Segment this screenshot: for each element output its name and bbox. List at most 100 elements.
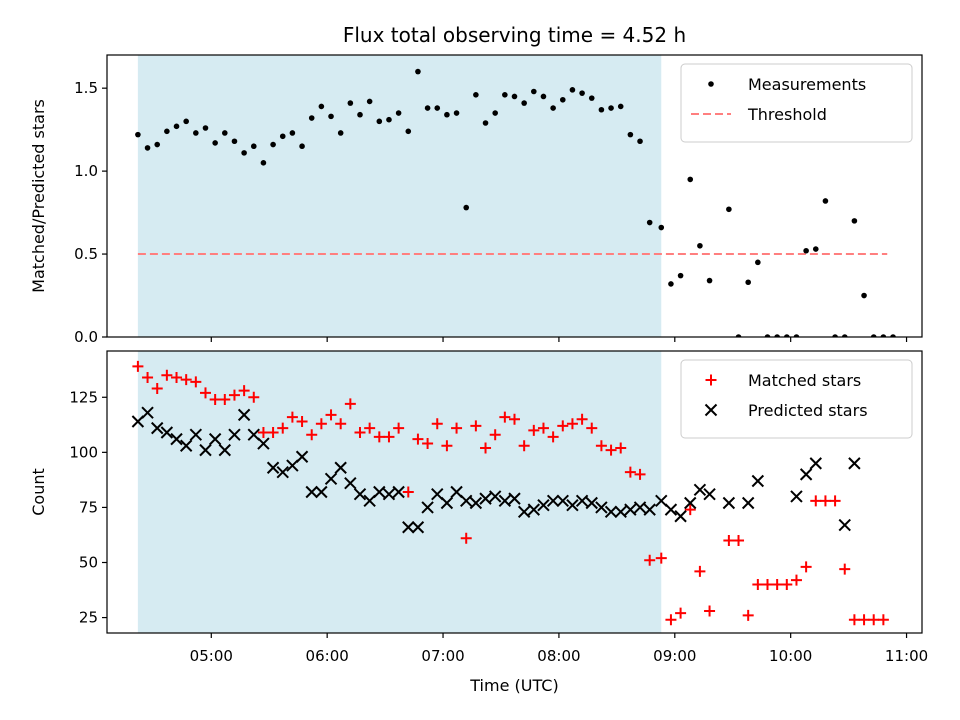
data-point — [784, 334, 790, 337]
data-point — [880, 334, 887, 337]
data-point — [171, 371, 183, 383]
data-point — [722, 496, 736, 510]
data-point — [604, 505, 618, 519]
data-point — [357, 111, 363, 118]
data-point — [228, 389, 240, 401]
data-point — [841, 334, 848, 337]
y-tick-label: 1.0 — [74, 162, 98, 180]
data-point — [266, 461, 280, 474]
data-point — [655, 494, 668, 508]
data-point — [328, 113, 334, 120]
data-point — [440, 496, 454, 510]
data-point — [488, 490, 502, 503]
data-point — [160, 426, 174, 439]
data-point — [733, 534, 745, 546]
y-tick-label: 0.5 — [74, 245, 98, 263]
legend-label: Measurements — [748, 75, 866, 94]
data-point — [684, 496, 697, 510]
data-point — [334, 461, 347, 474]
y-tick-label: 1.5 — [74, 79, 98, 97]
series-matched-stars — [132, 360, 889, 626]
data-point — [810, 495, 822, 507]
x-tick-label: 10:00 — [769, 647, 812, 665]
y-tick-label: 125 — [69, 388, 98, 406]
data-point — [267, 427, 279, 439]
data-point — [363, 494, 376, 508]
data-point — [803, 247, 809, 254]
data-point — [344, 398, 356, 410]
data-point — [142, 371, 154, 383]
data-point — [586, 422, 598, 434]
data-point — [463, 204, 470, 211]
legend-box — [680, 63, 913, 143]
data-point — [231, 138, 238, 145]
data-point — [677, 272, 684, 279]
data-point — [634, 468, 646, 480]
y-tick-label: 25 — [79, 609, 98, 627]
data-point — [161, 369, 173, 381]
data-point — [376, 118, 383, 125]
data-point — [480, 442, 492, 454]
data-point — [270, 141, 276, 148]
data-point — [444, 111, 450, 118]
data-point — [469, 496, 483, 510]
data-point — [585, 496, 598, 510]
data-point — [537, 422, 549, 434]
data-point — [617, 103, 624, 110]
data-point — [308, 115, 315, 121]
y-tick-label: 0.0 — [74, 328, 98, 346]
data-point — [441, 440, 453, 452]
data-point — [295, 450, 309, 463]
data-point — [241, 150, 247, 156]
data-point — [479, 492, 492, 505]
data-point — [247, 428, 260, 441]
data-point — [212, 140, 218, 146]
data-point — [537, 499, 550, 512]
data-point — [315, 418, 327, 430]
data-point — [861, 292, 867, 299]
data-point — [257, 437, 270, 450]
plot-area — [135, 68, 896, 337]
data-point — [751, 474, 765, 488]
data-point — [848, 614, 860, 626]
data-point — [511, 93, 518, 100]
x-axis-label: Time (UTC) — [469, 676, 558, 695]
data-point — [250, 143, 257, 150]
data-point — [781, 579, 793, 591]
data-point — [566, 499, 579, 512]
data-point — [595, 501, 608, 514]
data-point — [470, 420, 482, 432]
data-point — [839, 563, 851, 575]
data-point — [556, 494, 569, 508]
legend-marker — [705, 374, 717, 386]
data-point — [141, 406, 154, 419]
ratio-panel: 0.0 0.5 1.0 1.5 Matched/Predicted stars Measu… — [29, 54, 923, 346]
data-point — [279, 133, 286, 140]
data-point — [675, 607, 687, 619]
data-point — [637, 138, 643, 145]
data-point — [723, 534, 735, 546]
data-point — [498, 494, 512, 508]
data-point — [643, 503, 656, 516]
data-point — [790, 574, 802, 586]
legend-label: Threshold — [747, 105, 827, 124]
series-measurements — [135, 68, 896, 337]
x-tick-label: 06:00 — [306, 647, 349, 665]
data-point — [183, 118, 189, 125]
data-point — [521, 100, 527, 106]
data-point — [566, 418, 578, 430]
data-point — [735, 334, 742, 337]
data-point — [460, 532, 472, 544]
data-point — [540, 93, 547, 100]
data-point — [180, 374, 192, 386]
data-point — [608, 105, 614, 111]
legend: Measurements Threshold — [680, 63, 913, 143]
data-point — [402, 521, 415, 534]
data-point — [473, 92, 479, 98]
data-point — [559, 96, 566, 103]
data-point — [569, 87, 576, 93]
data-point — [238, 385, 250, 397]
data-point — [199, 443, 212, 457]
data-point — [364, 422, 376, 434]
data-point — [509, 413, 520, 425]
